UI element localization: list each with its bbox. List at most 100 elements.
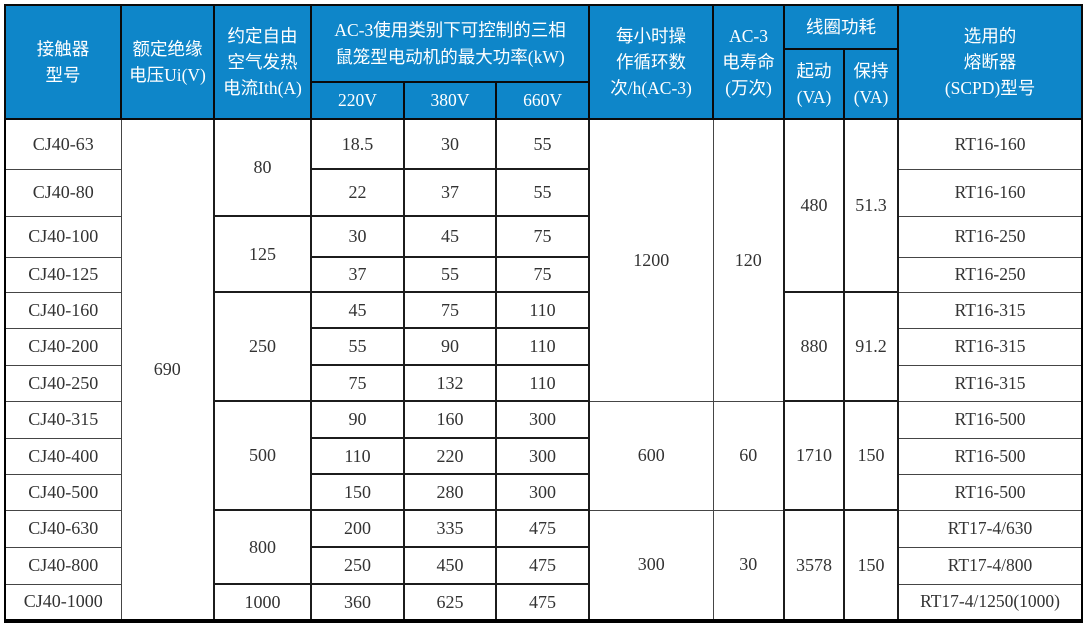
- cell-kw-220v: 200: [310, 509, 405, 548]
- cell-hold-va: 51.3: [843, 118, 900, 293]
- cell-kw-380v: 335: [403, 509, 497, 548]
- cell-ops-per-hour: 1200: [588, 118, 714, 402]
- cell-thermal-current: 1000: [213, 583, 312, 622]
- cell-ops-per-hour: 600: [588, 400, 714, 511]
- cell-electrical-life: 30: [712, 509, 785, 622]
- cell-model: CJ40-500: [4, 473, 122, 511]
- contactor-spec-table: 接触器 型号 额定绝缘 电压Ui(V) 约定自由 空气发热 电流Ith(A) A…: [4, 4, 1084, 623]
- cell-fuse-model: RT16-250: [897, 215, 1083, 258]
- cell-hold-va: 91.2: [843, 291, 900, 402]
- cell-kw-220v: 360: [310, 583, 405, 622]
- cell-model: CJ40-400: [4, 437, 122, 475]
- cell-kw-660v: 110: [494, 364, 591, 402]
- table-row: CJ40-63 690 80 18.5 30 55 1200 120 480 5…: [4, 118, 1083, 622]
- cell-hold-va: 150: [843, 400, 900, 511]
- table-row: CJ40-200 55 90 110 RT16-315: [4, 327, 1083, 366]
- cell-kw-220v: 150: [310, 473, 405, 511]
- table-row: CJ40-250 75 132 110 RT16-315: [4, 364, 1083, 402]
- table-row: CJ40-630 800 200 335 475 300 30 3578 150…: [4, 509, 1083, 622]
- cell-kw-380v: 30: [403, 118, 497, 170]
- cell-kw-220v: 75: [310, 364, 405, 402]
- cell-kw-220v: 30: [310, 215, 405, 258]
- cell-fuse-model: RT17-4/630: [897, 509, 1083, 548]
- header-max-power-title: AC-3使用类别下可控制的三相 鼠笼型电动机的最大功率(kW): [309, 4, 591, 83]
- cell-fuse-model: RT16-160: [897, 168, 1083, 217]
- cell-kw-380v: 160: [403, 400, 497, 439]
- table-row: CJ40-800 250 450 475 RT17-4/800: [4, 546, 1083, 585]
- cell-kw-660v: 75: [494, 215, 591, 258]
- cell-model: CJ40-800: [4, 546, 122, 585]
- header-ac3-electrical-life: AC-3 电寿命 (万次): [712, 4, 786, 120]
- table-row: CJ40-80 22 37 55 RT16-160: [4, 168, 1083, 217]
- cell-model: CJ40-160: [4, 291, 122, 329]
- table-row: CJ40-400 110 220 300 RT16-500: [4, 437, 1083, 475]
- cell-kw-380v: 55: [403, 256, 497, 293]
- header-660v: 660V: [494, 81, 591, 120]
- cell-kw-380v: 220: [403, 437, 497, 475]
- header-220v: 220V: [310, 81, 405, 120]
- table-header: 接触器 型号 额定绝缘 电压Ui(V) 约定自由 空气发热 电流Ith(A) A…: [4, 4, 1084, 120]
- cell-model: CJ40-125: [4, 256, 122, 293]
- cell-rated-voltage: 690: [120, 118, 215, 622]
- cell-kw-660v: 300: [494, 473, 591, 511]
- table-row: CJ40-1000 1000 360 625 475 RT17-4/1250(1…: [4, 583, 1083, 622]
- table-body: CJ40-63 690 80 18.5 30 55 1200 120 480 5…: [4, 118, 1083, 622]
- cell-kw-220v: 55: [310, 327, 405, 366]
- cell-kw-660v: 300: [494, 437, 591, 475]
- cell-kw-660v: 75: [494, 256, 591, 293]
- cell-kw-220v: 37: [310, 256, 405, 293]
- cell-kw-660v: 300: [494, 400, 591, 439]
- cell-kw-660v: 110: [494, 327, 591, 366]
- header-hold-va: 保持 (VA): [843, 48, 900, 120]
- table-row: CJ40-315 500 90 160 300 600 60 1710 150 …: [4, 400, 1083, 511]
- cell-electrical-life: 60: [712, 400, 785, 511]
- cell-kw-220v: 22: [310, 168, 405, 217]
- cell-thermal-current: 800: [213, 509, 312, 585]
- cell-model: CJ40-63: [4, 118, 122, 170]
- cell-kw-380v: 450: [403, 546, 497, 585]
- table-row: CJ40-125 37 55 75 RT16-250: [4, 256, 1083, 293]
- table-row: CJ40-500 150 280 300 RT16-500: [4, 473, 1083, 511]
- header-start-va: 起动 (VA): [783, 48, 846, 120]
- cell-model: CJ40-1000: [4, 583, 122, 622]
- cell-fuse-model: RT17-4/800: [897, 546, 1083, 585]
- cell-thermal-current: 250: [213, 291, 312, 402]
- cell-start-va: 3578: [783, 509, 846, 622]
- cell-electrical-life: 120: [712, 118, 785, 402]
- cell-kw-380v: 37: [403, 168, 497, 217]
- cell-fuse-model: RT16-250: [897, 256, 1083, 293]
- cell-kw-660v: 475: [494, 509, 591, 548]
- header-insulation-voltage: 额定绝缘 电压Ui(V): [120, 4, 215, 120]
- cell-hold-va: 150: [843, 509, 900, 622]
- cell-kw-220v: 18.5: [310, 118, 405, 170]
- header-contactor-model: 接触器 型号: [4, 4, 122, 120]
- cell-kw-660v: 110: [494, 291, 591, 329]
- cell-start-va: 480: [783, 118, 846, 293]
- cell-kw-380v: 625: [403, 583, 497, 622]
- header-380v: 380V: [403, 81, 497, 120]
- cell-thermal-current: 80: [213, 118, 312, 217]
- cell-fuse-model: RT17-4/1250(1000): [897, 583, 1083, 622]
- table-row: CJ40-160 250 45 75 110 880 91.2 RT16-315: [4, 291, 1083, 402]
- cell-start-va: 1710: [783, 400, 846, 511]
- cell-start-va: 880: [783, 291, 846, 402]
- cell-fuse-model: RT16-500: [897, 437, 1083, 475]
- cell-model: CJ40-200: [4, 327, 122, 366]
- table-row: CJ40-100 125 30 45 75 RT16-250: [4, 215, 1083, 293]
- cell-kw-660v: 475: [494, 546, 591, 585]
- cell-thermal-current: 500: [213, 400, 312, 511]
- cell-fuse-model: RT16-315: [897, 364, 1083, 402]
- header-operating-cycles: 每小时操 作循环数 次/h(AC-3): [588, 4, 715, 120]
- cell-kw-220v: 110: [310, 437, 405, 475]
- cell-model: CJ40-80: [4, 168, 122, 217]
- cell-kw-660v: 55: [494, 118, 591, 170]
- cell-kw-220v: 250: [310, 546, 405, 585]
- cell-fuse-model: RT16-315: [897, 291, 1083, 329]
- cell-kw-660v: 55: [494, 168, 591, 217]
- header-coil-power: 线圈功耗: [783, 4, 900, 50]
- cell-model: CJ40-100: [4, 215, 122, 258]
- cell-kw-220v: 90: [310, 400, 405, 439]
- cell-kw-380v: 90: [403, 327, 497, 366]
- cell-model: CJ40-630: [4, 509, 122, 548]
- cell-model: CJ40-250: [4, 364, 122, 402]
